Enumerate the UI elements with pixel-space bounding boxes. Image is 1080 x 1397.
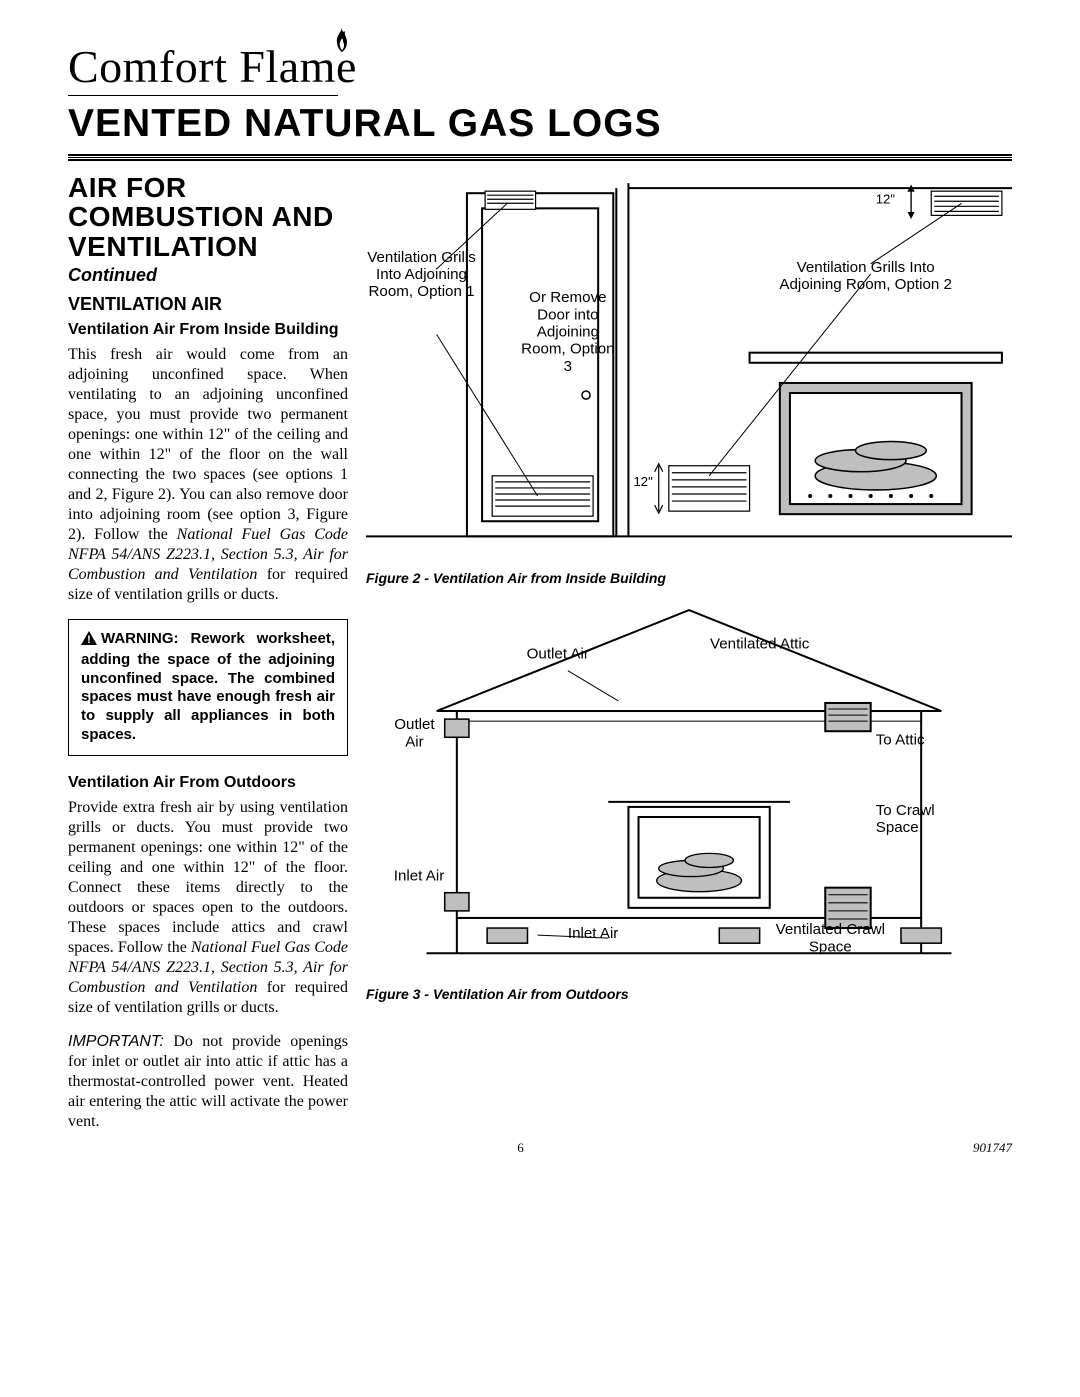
paragraph-outdoors: Provide extra fresh air by using ventila… [68,798,348,1018]
para-b-1: Provide extra fresh air by using ventila… [68,799,348,956]
brand-text: Comfort Flame [68,41,357,92]
continued-label: Continued [68,265,348,286]
fig3-label-inlet-l: Inlet Air [391,867,447,884]
subsub-inside: Ventilation Air From Inside Building [68,321,348,339]
figure-2-diagram: Ventilation Grills Into Adjoining Room, … [366,173,1012,557]
fig3-label-attic: Ventilated Attic [699,635,820,652]
paragraph-inside: This fresh air would come from an adjoin… [68,345,348,605]
page-title: VENTED NATURAL GAS LOGS [68,102,1012,146]
fig2-label-option1: Ventilation Grills Into Adjoining Room, … [366,249,477,300]
fig3-label-outlet-l: Outlet Air [384,716,445,750]
warning-text: WARNING: Rework worksheet, adding the sp… [81,630,335,743]
fig2-label-option3: Or Remove Door into Adjoining Room, Opti… [517,289,618,375]
section-heading: AIR FOR COMBUSTION AND VENTILATION [68,173,348,261]
fig2-dim-top: 12" [876,191,896,206]
figure-2-caption: Figure 2 - Ventilation Air from Inside B… [366,570,1012,586]
warning-icon: ! [81,631,97,651]
fig3-label-to-attic: To Attic [876,731,967,748]
figure-3-diagram: Outlet Air Outlet Air Ventilated Attic T… [366,600,1012,973]
svg-text:!: ! [87,634,91,645]
brand-logo: Comfort Flame [68,40,357,93]
figure-column: Ventilation Grills Into Adjoining Room, … [366,173,1012,1146]
warning-box: ! WARNING: Rework worksheet, adding the … [68,619,348,756]
doc-number: 901747 [973,1140,1012,1156]
para-a-1: This fresh air would come from an adjoin… [68,346,348,543]
important-lead: IMPORTANT: [68,1033,164,1050]
paragraph-important: IMPORTANT: Do not provide openings for i… [68,1032,348,1132]
fig2-label-option2: Ventilation Grills Into Adjoining Room, … [765,259,967,293]
subsub-outdoors: Ventilation Air From Outdoors [68,774,348,792]
text-column: AIR FOR COMBUSTION AND VENTILATION Conti… [68,173,348,1146]
brand-underline [68,95,338,96]
subheading-ventilation-air: VENTILATION AIR [68,294,348,315]
fig3-label-outlet-c: Outlet Air [522,645,593,662]
flame-icon [333,28,351,54]
fig2-dim-bottom: 12" [633,474,653,489]
fig3-label-to-crawl: To Crawl Space [876,801,967,835]
fig3-label-crawl: Ventilated Crawl Space [765,921,896,955]
horizontal-rule [68,154,1012,161]
fig3-label-inlet-c: Inlet Air [548,925,639,942]
page-number: 6 [517,1140,524,1156]
figure-3-caption: Figure 3 - Ventilation Air from Outdoors [366,986,1012,1002]
page-footer: 6 901747 [68,1140,1012,1156]
